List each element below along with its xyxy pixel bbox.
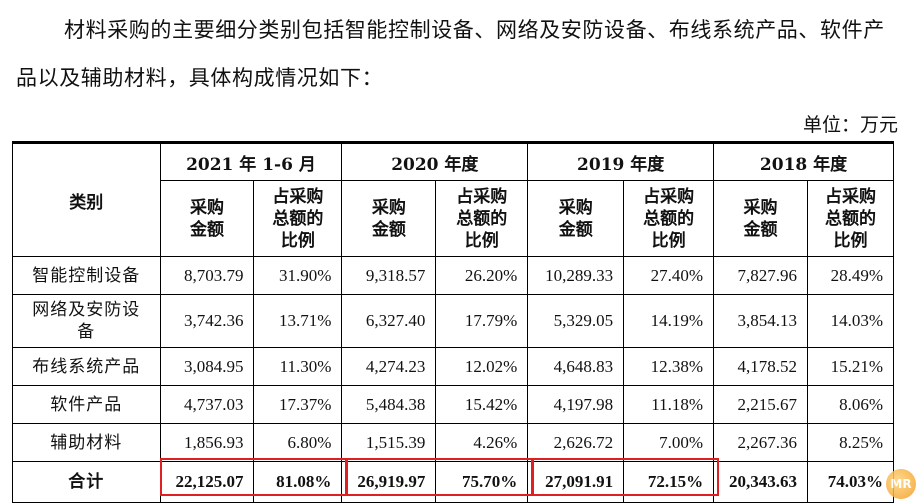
amount-cell: 3,084.95 <box>159 347 255 386</box>
ratio-cell: 15.42% <box>435 385 529 424</box>
header-category: 类别 <box>12 142 161 257</box>
amount-cell: 10,289.33 <box>527 256 625 295</box>
header-year: 2019 年度 <box>527 142 715 181</box>
category-cell: 辅助材料 <box>12 423 161 462</box>
header-purchase-amount: 采购 金额 <box>527 180 625 257</box>
ratio-cell: 11.18% <box>623 385 715 424</box>
ratio-cell: 17.37% <box>253 385 343 424</box>
header-purchase-amount: 采购 金额 <box>341 180 437 257</box>
category-cell: 智能控制设备 <box>12 256 161 295</box>
header-purchase-ratio: 占采购 总额的 比例 <box>253 180 343 257</box>
amount-cell: 9,318.57 <box>341 256 437 295</box>
ratio-cell: 8.06% <box>807 385 894 424</box>
amount-cell: 1,515.39 <box>341 423 437 462</box>
total-row: 合计 22,125.07 81.08% 26,919.97 75.70% 27,091.9… <box>12 461 894 503</box>
ratio-cell: 74.03% <box>807 461 894 503</box>
ratio-cell: 8.25% <box>807 423 894 462</box>
category-cell: 合计 <box>12 461 161 503</box>
category-cell: 布线系统产品 <box>12 347 161 386</box>
header-purchase-ratio: 占采购 总额的 比例 <box>435 180 529 257</box>
ratio-cell: 81.08% <box>253 461 343 503</box>
header-year: 2018 年度 <box>713 142 894 181</box>
ratio-cell: 6.80% <box>253 423 343 462</box>
header-purchase-ratio: 占采购 总额的 比例 <box>807 180 894 257</box>
ratio-cell: 14.03% <box>807 294 894 348</box>
amount-cell: 4,274.23 <box>341 347 437 386</box>
category-cell: 网络及安防设备 <box>12 294 161 348</box>
unit-label: 单位：万元 <box>802 114 898 136</box>
amount-cell: 6,327.40 <box>341 294 437 348</box>
amount-cell: 1,856.93 <box>159 423 255 462</box>
ratio-cell: 31.90% <box>253 256 343 295</box>
amount-cell: 2,267.36 <box>713 423 809 462</box>
ratio-cell: 12.38% <box>623 347 715 386</box>
amount-cell: 27,091.91 <box>527 461 625 503</box>
amount-cell: 3,742.36 <box>159 294 255 348</box>
ratio-cell: 15.21% <box>807 347 894 386</box>
amount-cell: 22,125.07 <box>159 461 255 503</box>
header-purchase-amount: 采购 金额 <box>713 180 809 257</box>
amount-cell: 8,703.79 <box>159 256 255 295</box>
ratio-cell: 72.15% <box>623 461 715 503</box>
ratio-cell: 14.19% <box>623 294 715 348</box>
ratio-cell: 11.30% <box>253 347 343 386</box>
amount-cell: 20,343.63 <box>713 461 809 503</box>
table-row: 软件产品 4,737.03 17.37% 5,484.38 15.42% 4,197.98… <box>12 385 894 424</box>
category-cell: 软件产品 <box>12 385 161 424</box>
header-year: 2021 年 1-6 月 <box>159 142 343 181</box>
table-row: 辅助材料 1,856.93 6.80% 1,515.39 4.26% 2,626.72 7.… <box>12 423 894 462</box>
ratio-cell: 26.20% <box>435 256 529 295</box>
watermark-logo: MR <box>886 469 916 499</box>
amount-cell: 26,919.97 <box>341 461 437 503</box>
ratio-cell: 17.79% <box>435 294 529 348</box>
amount-cell: 3,854.13 <box>713 294 809 348</box>
ratio-cell: 4.26% <box>435 423 529 462</box>
header-purchase-amount: 采购 金额 <box>159 180 255 257</box>
header-year: 2020 年度 <box>341 142 529 181</box>
ratio-cell: 13.71% <box>253 294 343 348</box>
amount-cell: 2,215.67 <box>713 385 809 424</box>
ratio-cell: 28.49% <box>807 256 894 295</box>
amount-cell: 2,626.72 <box>527 423 625 462</box>
ratio-cell: 75.70% <box>435 461 529 503</box>
amount-cell: 4,648.83 <box>527 347 625 386</box>
table-row: 网络及安防设备 3,742.36 13.71% 6,327.40 17.79% 5,329… <box>12 294 894 348</box>
amount-cell: 5,484.38 <box>341 385 437 424</box>
ratio-cell: 7.00% <box>623 423 715 462</box>
table-row: 智能控制设备 8,703.79 31.90% 9,318.57 26.20% 10,289… <box>12 256 894 295</box>
amount-cell: 7,827.96 <box>713 256 809 295</box>
ratio-cell: 12.02% <box>435 347 529 386</box>
intro-paragraph: 材料采购的主要细分类别包括智能控制设备、网络及安防设备、布线系统产品、软件产品以… <box>16 18 885 90</box>
header-purchase-ratio: 占采购 总额的 比例 <box>623 180 715 257</box>
amount-cell: 5,329.05 <box>527 294 625 348</box>
amount-cell: 4,178.52 <box>713 347 809 386</box>
table-row: 布线系统产品 3,084.95 11.30% 4,274.23 12.02% 4,648.… <box>12 347 894 386</box>
amount-cell: 4,197.98 <box>527 385 625 424</box>
ratio-cell: 27.40% <box>623 256 715 295</box>
amount-cell: 4,737.03 <box>159 385 255 424</box>
procurement-table: 类别 2021 年 1-6 月 2020 年度 2019 年度 2018 年度 … <box>12 141 894 503</box>
